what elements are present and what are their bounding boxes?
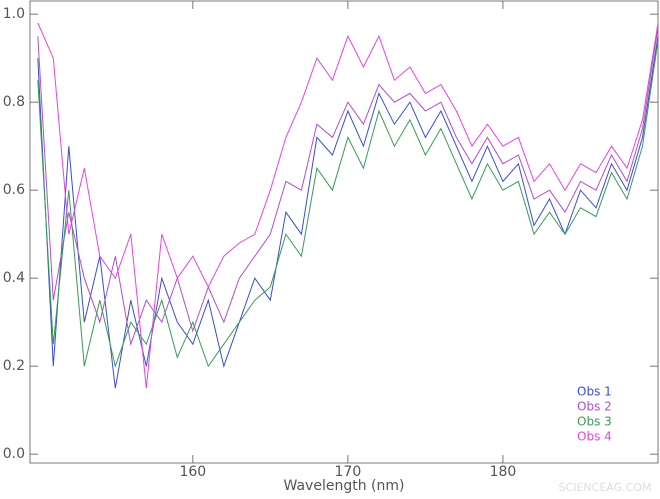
legend-entry: Obs 4	[577, 430, 612, 444]
y-tick-label: 1.0	[3, 6, 25, 22]
watermark: SCIENCEAG.COM	[559, 481, 652, 494]
series-line	[37, 40, 659, 368]
y-tick-label: 0.0	[3, 446, 25, 462]
y-tick-label: 0.2	[3, 358, 25, 374]
y-tick-label: 0.4	[3, 270, 25, 286]
x-axis-label: Wavelength (nm)	[284, 478, 405, 494]
series-line	[37, 36, 659, 389]
legend-entry: Obs 3	[577, 415, 612, 429]
legend-entry: Obs 2	[577, 400, 612, 414]
plot-frame	[29, 0, 659, 464]
x-tick-label: 160	[179, 464, 206, 480]
y-tick-label: 0.8	[3, 94, 25, 110]
x-tick-label: 170	[335, 464, 362, 480]
x-tick-label: 180	[490, 464, 517, 480]
legend-entry: Obs 1	[577, 385, 612, 399]
series-line	[37, 22, 659, 389]
series-line	[37, 27, 659, 347]
y-tick-label: 0.6	[3, 182, 25, 198]
